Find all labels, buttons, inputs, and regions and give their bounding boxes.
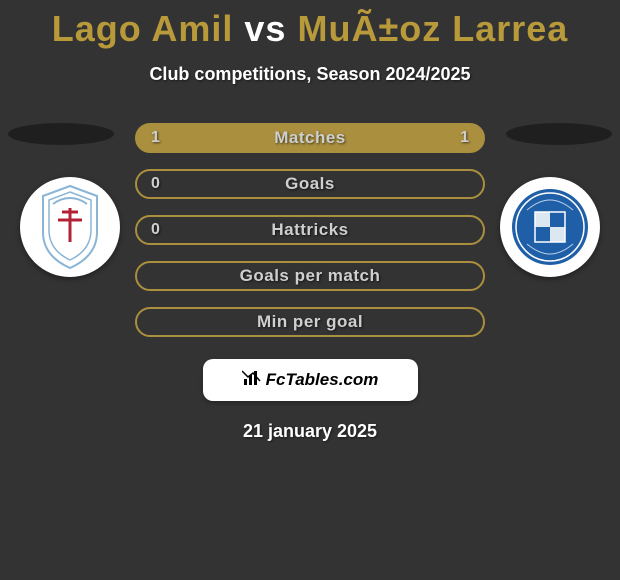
stat-value-left: 0 bbox=[151, 175, 160, 193]
stat-rows: Matches 1 1 Goals 0 Hattricks 0 Goals per match… bbox=[135, 123, 485, 337]
infographic-container: Lago Amil vs MuÃ±oz Larrea Club competit… bbox=[0, 0, 620, 442]
team-crest-right bbox=[500, 177, 600, 277]
stat-value-left: 0 bbox=[151, 221, 160, 239]
stat-row: Matches 1 1 bbox=[135, 123, 485, 153]
stat-row: Min per goal bbox=[135, 307, 485, 337]
stat-label: Goals per match bbox=[240, 266, 381, 286]
stat-label: Matches bbox=[274, 128, 346, 148]
stat-label: Hattricks bbox=[271, 220, 348, 240]
stat-row: Hattricks 0 bbox=[135, 215, 485, 245]
title-right: MuÃ±oz Larrea bbox=[297, 8, 568, 49]
shadow-ellipse-right bbox=[506, 123, 612, 145]
stat-value-right: 1 bbox=[460, 129, 469, 147]
barchart-icon bbox=[242, 369, 264, 392]
celta-crest-icon bbox=[35, 184, 105, 270]
stat-label: Min per goal bbox=[257, 312, 363, 332]
subtitle: Club competitions, Season 2024/2025 bbox=[0, 64, 620, 85]
title-left: Lago Amil bbox=[52, 8, 234, 49]
date-label: 21 january 2025 bbox=[0, 421, 620, 442]
shadow-ellipse-left bbox=[8, 123, 114, 145]
source-badge-label: FcTables.com bbox=[266, 370, 379, 390]
title-vs: vs bbox=[244, 8, 286, 49]
page-title: Lago Amil vs MuÃ±oz Larrea bbox=[0, 0, 620, 50]
alaves-crest-icon bbox=[509, 186, 591, 268]
team-crest-left bbox=[20, 177, 120, 277]
source-badge-text: FcTables.com bbox=[242, 369, 379, 392]
stat-row: Goals per match bbox=[135, 261, 485, 291]
stat-value-left: 1 bbox=[151, 129, 160, 147]
stat-label: Goals bbox=[285, 174, 335, 194]
stats-area: Matches 1 1 Goals 0 Hattricks 0 Goals per match… bbox=[0, 123, 620, 337]
stat-row: Goals 0 bbox=[135, 169, 485, 199]
source-badge: FcTables.com bbox=[203, 359, 418, 401]
